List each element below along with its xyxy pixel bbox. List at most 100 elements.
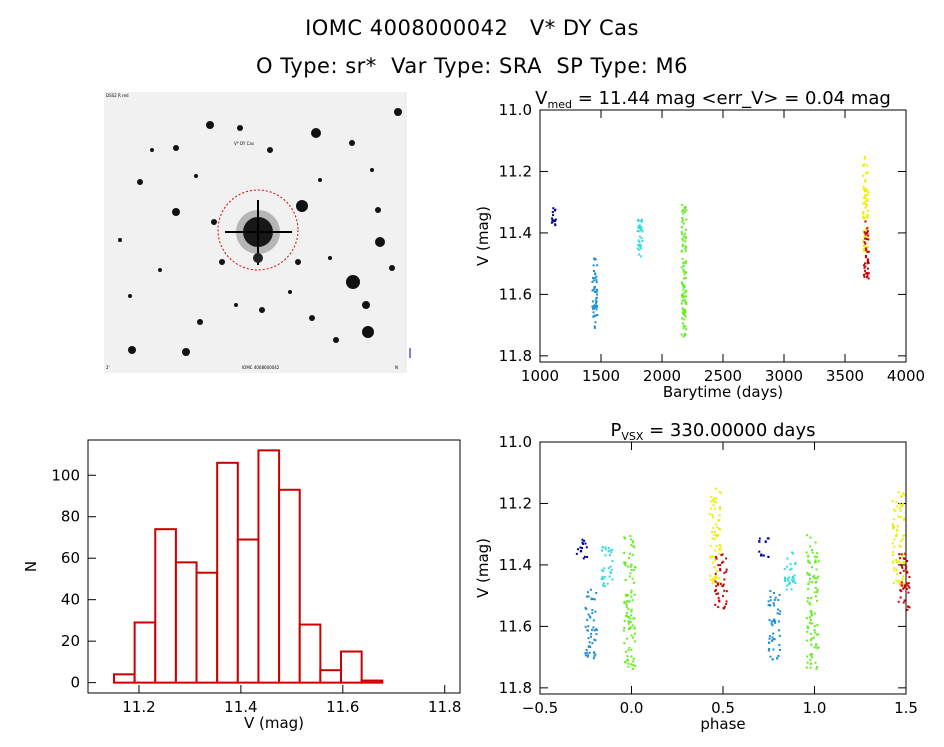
phased-point (719, 491, 722, 494)
phased-point (607, 547, 610, 550)
phased-point (582, 557, 585, 560)
lightcurve-point (862, 215, 865, 218)
star (194, 174, 198, 178)
phased-point (906, 608, 909, 611)
phased-point (809, 561, 812, 564)
phased-point (767, 604, 770, 607)
phased-point (610, 551, 613, 554)
lightcurve-ytick-label: 11.8 (499, 347, 532, 365)
phased-point (575, 552, 578, 555)
phased-point (627, 616, 630, 619)
lightcurve-point (680, 281, 683, 284)
phased-point (579, 546, 582, 549)
lightcurve-point (682, 268, 685, 271)
phased-point (774, 619, 777, 622)
phased-point (892, 527, 895, 530)
phased-point (631, 624, 634, 627)
phased-point (725, 590, 728, 593)
histogram-xtick-label: 11.8 (428, 698, 461, 716)
phased-point (718, 508, 721, 511)
phased-point (602, 569, 605, 572)
lightcurve-xtick-label: 2000 (643, 367, 681, 385)
phased-point (794, 563, 797, 566)
lightcurve-point (863, 217, 866, 220)
lightcurve-point (554, 220, 557, 223)
phased-xtick-label: 0.0 (620, 699, 644, 717)
phased-point (714, 549, 717, 552)
lightcurve-point (682, 239, 685, 242)
lightcurve-point (680, 231, 683, 234)
phased-point (768, 619, 771, 622)
phased-point (895, 501, 898, 504)
phased-point (591, 642, 594, 645)
phased-point (891, 542, 894, 545)
phased-point (809, 658, 812, 661)
lightcurve-point (863, 241, 866, 244)
phased-point (908, 576, 911, 579)
phased-point (762, 554, 765, 557)
lightcurve-point (862, 164, 865, 167)
phased-point (713, 530, 716, 533)
image-scale-label: 2' (106, 365, 110, 370)
phased-point (711, 582, 714, 585)
phased-point (908, 586, 911, 589)
phased-point (789, 563, 792, 566)
phased-point (897, 491, 900, 494)
lightcurve-point (684, 315, 687, 318)
lightcurve-point (682, 288, 685, 291)
phased-point (627, 649, 630, 652)
lightcurve-point (862, 230, 865, 233)
phased-point (610, 568, 613, 571)
phased-point (577, 548, 580, 551)
phased-point (709, 578, 712, 581)
phased-point (604, 548, 607, 551)
phased-point (584, 625, 587, 628)
phased-point (813, 646, 816, 649)
phased-point (808, 601, 811, 604)
lightcurve-point (595, 291, 598, 294)
lightcurve-point (595, 275, 598, 278)
phased-point (717, 583, 720, 586)
phased-point (792, 580, 795, 583)
phased-point (715, 585, 718, 588)
phased-point (900, 540, 903, 543)
phased-point (771, 624, 774, 627)
phased-point (812, 636, 815, 639)
phased-point (902, 582, 905, 585)
phased-point (585, 546, 588, 549)
phased-point (769, 590, 772, 593)
phased-point (714, 574, 717, 577)
lightcurve-point (682, 283, 685, 286)
lightcurve-point (681, 243, 684, 246)
phased-point (900, 504, 903, 507)
histogram-xtick-label: 11.6 (326, 698, 359, 716)
phased-point (769, 655, 772, 658)
phased-point (806, 600, 809, 603)
phased-point (719, 569, 722, 572)
phased-point (623, 536, 626, 539)
phased-point (771, 639, 774, 642)
phased-point (813, 591, 816, 594)
phased-point (792, 577, 795, 580)
phased-point (892, 560, 895, 563)
lightcurve-point (864, 228, 867, 231)
phased-point (594, 610, 597, 613)
phased-point (816, 599, 819, 602)
lightcurve-point (864, 256, 867, 259)
lightcurve-point (551, 218, 554, 221)
lightcurve-point (865, 238, 868, 241)
phased-point (630, 563, 633, 566)
phased-point (895, 579, 898, 582)
phased-point (715, 545, 718, 548)
phased-point (902, 575, 905, 578)
lightcurve-xtick-label: 4000 (887, 367, 925, 385)
phased-point (715, 557, 718, 560)
star (309, 315, 315, 321)
lightcurve-point (864, 206, 867, 209)
phased-point (592, 651, 595, 654)
lightcurve-point (595, 289, 598, 292)
phased-point (811, 551, 814, 554)
lightcurve-point (593, 305, 596, 308)
lightcurve-point (592, 279, 595, 282)
lightcurve-point (865, 205, 868, 208)
